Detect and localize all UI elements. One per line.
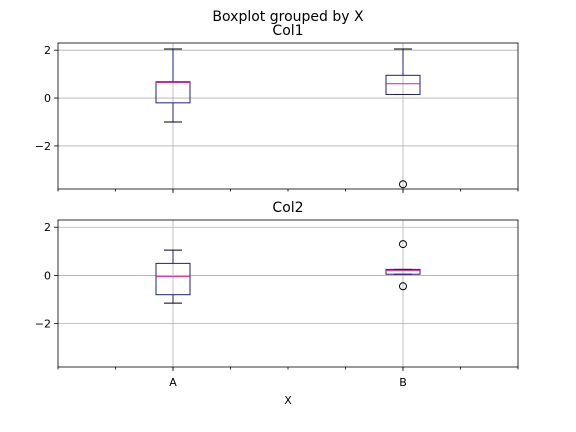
panel-title: Col1 [272, 23, 303, 39]
axes-frame [57, 42, 519, 190]
x-axis-label: X [284, 394, 292, 407]
panels: −2 0 2 Col1 −2 0 2 Col2 A B [35, 23, 519, 389]
iqr-box [155, 262, 191, 296]
panel-title: Col2 [272, 200, 303, 216]
box-b [385, 48, 421, 189]
flier-point [399, 180, 407, 189]
box-a [155, 249, 191, 304]
panel-col2: −2 0 2 Col2 A B [35, 200, 519, 389]
box-a [155, 48, 191, 123]
flier-point [399, 240, 407, 249]
x-tick-label: A [169, 376, 177, 389]
box-b [385, 240, 421, 291]
iqr-box [155, 81, 191, 104]
iqr-box [385, 268, 421, 275]
panel-col1: −2 0 2 Col1 [35, 23, 519, 193]
y-tick-label: 0 [44, 92, 51, 105]
flier-point [399, 282, 407, 291]
iqr-box [385, 74, 421, 95]
y-tick-label: 2 [44, 221, 51, 234]
y-tick-label: −2 [35, 140, 51, 153]
y-tick-label: −2 [35, 318, 51, 331]
x-tick-label: B [399, 376, 407, 389]
y-tick-label: 2 [44, 44, 51, 57]
figure-suptitle: Boxplot grouped by X [212, 9, 364, 25]
axes-frame [57, 219, 519, 368]
y-tick-label: 0 [44, 269, 51, 282]
